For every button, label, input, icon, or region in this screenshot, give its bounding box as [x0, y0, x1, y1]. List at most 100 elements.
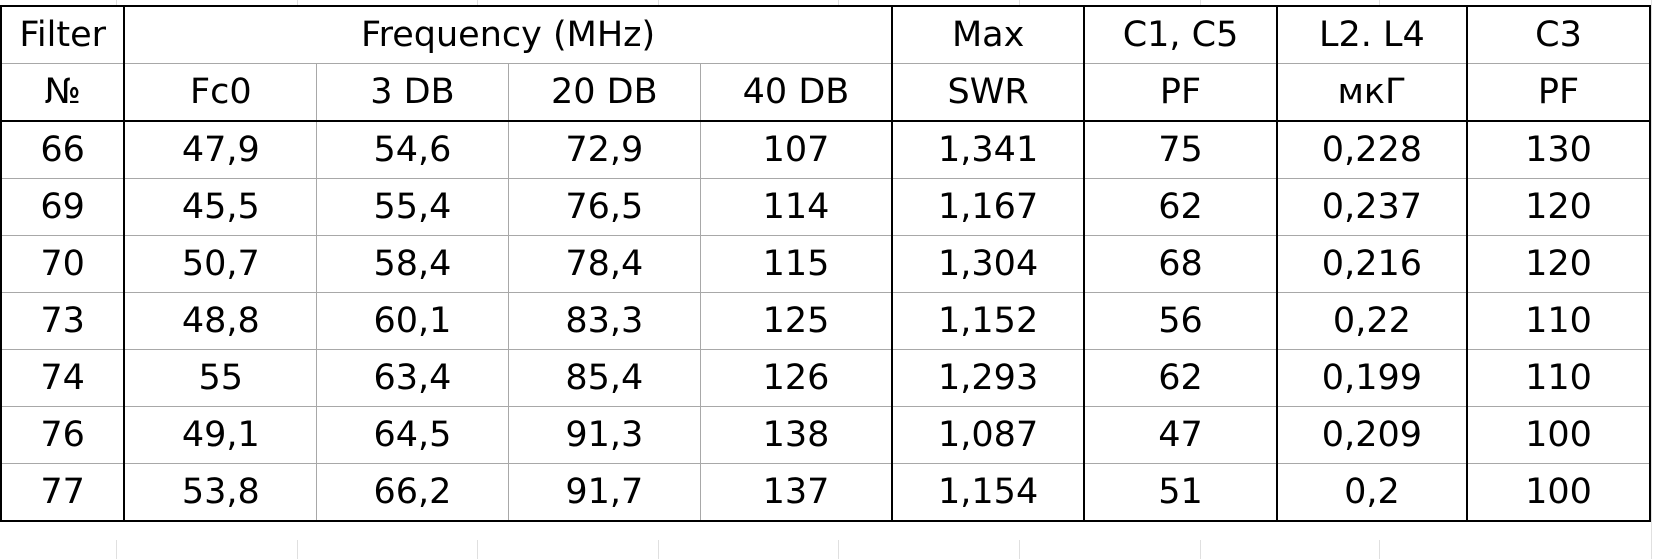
- cell-fc0[interactable]: 47,9: [123, 120, 318, 179]
- cell-3db[interactable]: 54,6: [316, 120, 509, 179]
- cell-filter[interactable]: 76: [0, 406, 126, 464]
- gridline: [658, 540, 659, 559]
- cell-c1c5[interactable]: 62: [1083, 178, 1278, 236]
- cell-20db[interactable]: 78,4: [507, 235, 702, 293]
- gridline: [1200, 540, 1201, 559]
- gridline: [1019, 0, 1020, 5]
- cell-fc0[interactable]: 48,8: [123, 292, 318, 350]
- header-40db[interactable]: 40 DB: [700, 63, 893, 122]
- header-l2l4-unit[interactable]: мкГ: [1276, 63, 1469, 122]
- cell-filter[interactable]: 74: [0, 349, 126, 407]
- header-c1c5-label[interactable]: C1, C5: [1083, 5, 1278, 64]
- header-frequency-group[interactable]: Frequency (MHz): [123, 5, 893, 64]
- cell-filter[interactable]: 66: [0, 120, 126, 179]
- header-c3-unit[interactable]: PF: [1466, 63, 1651, 122]
- header-max-label[interactable]: Max: [891, 5, 1086, 64]
- cell-c1c5[interactable]: 75: [1083, 120, 1278, 179]
- cell-swr[interactable]: 1,152: [891, 292, 1086, 350]
- gridline: [297, 0, 298, 5]
- cell-c3[interactable]: 100: [1466, 463, 1651, 522]
- cell-filter[interactable]: 77: [0, 463, 126, 522]
- table-row: 74 55 63,4 85,4 126 1,293 62 0,199 110: [0, 349, 1651, 407]
- cell-swr[interactable]: 1,341: [891, 120, 1086, 179]
- cell-40db[interactable]: 107: [700, 120, 893, 179]
- cell-3db[interactable]: 66,2: [316, 463, 509, 522]
- cell-swr[interactable]: 1,304: [891, 235, 1086, 293]
- cell-c3[interactable]: 110: [1466, 292, 1651, 350]
- table-row: 73 48,8 60,1 83,3 125 1,152 56 0,22 110: [0, 292, 1651, 350]
- header-c1c5-unit[interactable]: PF: [1083, 63, 1278, 122]
- cell-c1c5[interactable]: 68: [1083, 235, 1278, 293]
- header-c3-label[interactable]: C3: [1466, 5, 1651, 64]
- cell-filter[interactable]: 73: [0, 292, 126, 350]
- header-3db[interactable]: 3 DB: [316, 63, 509, 122]
- gridline: [116, 0, 117, 5]
- header-row-2: № Fc0 3 DB 20 DB 40 DB SWR PF мкГ PF: [0, 63, 1651, 122]
- header-filter-label[interactable]: Filter: [0, 5, 126, 64]
- cell-fc0[interactable]: 53,8: [123, 463, 318, 522]
- cell-fc0[interactable]: 55: [123, 349, 318, 407]
- filter-table: Filter Frequency (MHz) Max C1, C5 L2. L4…: [0, 5, 1651, 522]
- cell-20db[interactable]: 76,5: [507, 178, 702, 236]
- cell-c3[interactable]: 110: [1466, 349, 1651, 407]
- table-row: 77 53,8 66,2 91,7 137 1,154 51 0,2 100: [0, 463, 1651, 522]
- cell-fc0[interactable]: 49,1: [123, 406, 318, 464]
- table-row: 70 50,7 58,4 78,4 115 1,304 68 0,216 120: [0, 235, 1651, 293]
- cell-20db[interactable]: 72,9: [507, 120, 702, 179]
- cell-l2l4[interactable]: 0,2: [1276, 463, 1469, 522]
- header-fc0[interactable]: Fc0: [123, 63, 318, 122]
- cell-filter[interactable]: 69: [0, 178, 126, 236]
- cell-c1c5[interactable]: 51: [1083, 463, 1278, 522]
- cell-3db[interactable]: 58,4: [316, 235, 509, 293]
- cell-l2l4[interactable]: 0,216: [1276, 235, 1469, 293]
- cell-l2l4[interactable]: 0,22: [1276, 292, 1469, 350]
- header-filter-number-label[interactable]: №: [0, 63, 126, 122]
- cell-c3[interactable]: 100: [1466, 406, 1651, 464]
- gridline: [658, 0, 659, 5]
- header-row-1: Filter Frequency (MHz) Max C1, C5 L2. L4…: [0, 5, 1651, 64]
- cell-40db[interactable]: 114: [700, 178, 893, 236]
- cell-l2l4[interactable]: 0,199: [1276, 349, 1469, 407]
- cell-40db[interactable]: 126: [700, 349, 893, 407]
- cell-swr[interactable]: 1,293: [891, 349, 1086, 407]
- cell-40db[interactable]: 125: [700, 292, 893, 350]
- gridline: [297, 540, 298, 559]
- cell-20db[interactable]: 91,7: [507, 463, 702, 522]
- cell-filter[interactable]: 70: [0, 235, 126, 293]
- cell-3db[interactable]: 64,5: [316, 406, 509, 464]
- cell-40db[interactable]: 115: [700, 235, 893, 293]
- cell-40db[interactable]: 137: [700, 463, 893, 522]
- cell-l2l4[interactable]: 0,209: [1276, 406, 1469, 464]
- gridline: [838, 0, 839, 5]
- cell-c3[interactable]: 120: [1466, 235, 1651, 293]
- cell-c1c5[interactable]: 62: [1083, 349, 1278, 407]
- gridline: [1379, 540, 1380, 559]
- cell-20db[interactable]: 91,3: [507, 406, 702, 464]
- table-row: 69 45,5 55,4 76,5 114 1,167 62 0,237 120: [0, 178, 1651, 236]
- cell-c3[interactable]: 130: [1466, 120, 1651, 179]
- gridline: [116, 540, 117, 559]
- cell-l2l4[interactable]: 0,237: [1276, 178, 1469, 236]
- cell-20db[interactable]: 85,4: [507, 349, 702, 407]
- cell-3db[interactable]: 60,1: [316, 292, 509, 350]
- gridline: [477, 540, 478, 559]
- cell-20db[interactable]: 83,3: [507, 292, 702, 350]
- cell-swr[interactable]: 1,167: [891, 178, 1086, 236]
- cell-40db[interactable]: 138: [700, 406, 893, 464]
- gridline: [477, 0, 478, 5]
- cell-c1c5[interactable]: 56: [1083, 292, 1278, 350]
- header-swr[interactable]: SWR: [891, 63, 1086, 122]
- cell-fc0[interactable]: 45,5: [123, 178, 318, 236]
- cell-swr[interactable]: 1,154: [891, 463, 1086, 522]
- cell-swr[interactable]: 1,087: [891, 406, 1086, 464]
- cell-3db[interactable]: 55,4: [316, 178, 509, 236]
- cell-fc0[interactable]: 50,7: [123, 235, 318, 293]
- cell-c1c5[interactable]: 47: [1083, 406, 1278, 464]
- cell-3db[interactable]: 63,4: [316, 349, 509, 407]
- header-20db[interactable]: 20 DB: [507, 63, 702, 122]
- cell-c3[interactable]: 120: [1466, 178, 1651, 236]
- gridline: [838, 540, 839, 559]
- cell-l2l4[interactable]: 0,228: [1276, 120, 1469, 179]
- header-l2l4-label[interactable]: L2. L4: [1276, 5, 1469, 64]
- table-row: 66 47,9 54,6 72,9 107 1,341 75 0,228 130: [0, 120, 1651, 179]
